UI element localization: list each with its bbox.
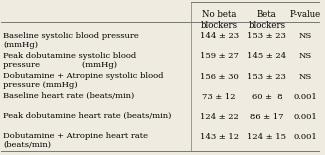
Text: 156 ± 30: 156 ± 30 — [200, 73, 239, 81]
Text: 153 ± 23: 153 ± 23 — [247, 32, 286, 40]
Text: 0.001: 0.001 — [293, 133, 317, 141]
Text: 86 ± 17: 86 ± 17 — [250, 113, 284, 121]
Text: 145 ± 24: 145 ± 24 — [247, 53, 286, 60]
Text: NS: NS — [298, 73, 312, 81]
Text: Baseline systolic blood pressure
(mmHg): Baseline systolic blood pressure (mmHg) — [3, 32, 139, 49]
Text: 153 ± 23: 153 ± 23 — [247, 73, 286, 81]
Text: Dobutamine + Atropine systolic blood
pressure (mmHg): Dobutamine + Atropine systolic blood pre… — [3, 72, 163, 89]
Text: Baseline heart rate (beats/min): Baseline heart rate (beats/min) — [3, 92, 134, 100]
Text: 60 ±  8: 60 ± 8 — [252, 93, 282, 101]
Text: Beta
blockers: Beta blockers — [248, 10, 285, 30]
Text: P-value: P-value — [289, 10, 321, 20]
Text: 0.001: 0.001 — [293, 93, 317, 101]
Text: 73 ± 12: 73 ± 12 — [202, 93, 236, 101]
Text: Peak dobutamine systolic blood
pressure                (mmHg): Peak dobutamine systolic blood pressure … — [3, 52, 136, 69]
Text: 124 ± 22: 124 ± 22 — [200, 113, 239, 121]
Text: 124 ± 15: 124 ± 15 — [247, 133, 286, 141]
Text: No beta
blockers: No beta blockers — [201, 10, 238, 30]
Text: 144 ± 23: 144 ± 23 — [200, 32, 239, 40]
Text: NS: NS — [298, 32, 312, 40]
Text: NS: NS — [298, 53, 312, 60]
Text: Dobutamine + Atropine heart rate
(beats/min): Dobutamine + Atropine heart rate (beats/… — [3, 132, 148, 149]
Text: 143 ± 12: 143 ± 12 — [200, 133, 239, 141]
Text: Peak dobutamine heart rate (beats/min): Peak dobutamine heart rate (beats/min) — [3, 112, 171, 120]
Text: 0.001: 0.001 — [293, 113, 317, 121]
Text: 159 ± 27: 159 ± 27 — [200, 53, 239, 60]
